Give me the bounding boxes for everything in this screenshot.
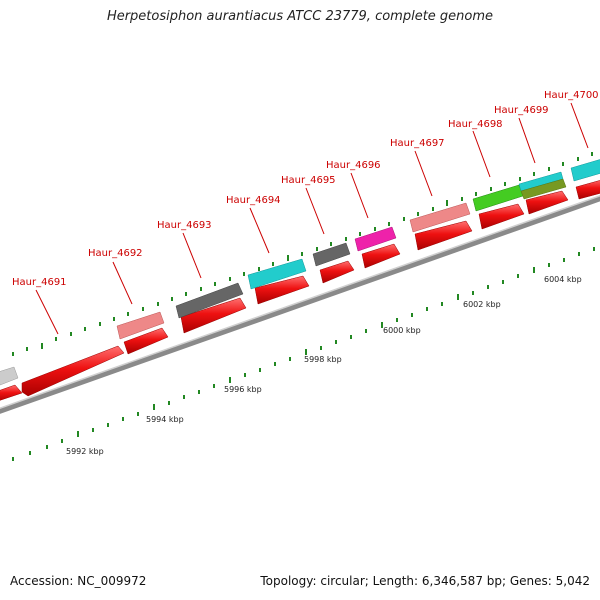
gene-arrow-forward[interactable] <box>478 203 525 230</box>
leader-lines <box>35 102 589 335</box>
gene-label: Haur_4691 <box>12 277 67 288</box>
gene-block-cyan[interactable] <box>247 258 307 290</box>
gene-label: Haur_4692 <box>88 248 143 259</box>
genome-summary: Topology: circular; Length: 6,346,587 bp… <box>260 574 590 588</box>
gene-label: Haur_4700 <box>544 90 599 101</box>
gene-arrow-forward[interactable] <box>361 243 401 269</box>
gene-block-cyan[interactable] <box>570 158 600 182</box>
gene-block-gray[interactable] <box>312 242 351 267</box>
gene-label: Haur_4693 <box>157 220 212 231</box>
kbp-label: 5998 kbp <box>304 355 342 364</box>
kbp-label: 5992 kbp <box>66 447 104 456</box>
tick-row-lower <box>12 247 595 461</box>
kbp-label: 5996 kbp <box>224 385 262 394</box>
kbp-label: 6000 kbp <box>383 326 421 335</box>
gene-label: Haur_4694 <box>226 195 281 206</box>
gene-block-pink[interactable] <box>116 311 165 340</box>
kbp-label: 6002 kbp <box>463 300 501 309</box>
gene-block-olive[interactable] <box>520 178 567 200</box>
backbone <box>0 194 600 414</box>
gene-label: Haur_4698 <box>448 119 503 130</box>
gene-label: Haur_4699 <box>494 105 549 116</box>
gene-label: Haur_4695 <box>281 175 336 186</box>
gene-arrow-forward[interactable] <box>525 190 569 215</box>
scale-labels: 5992 kbp 5994 kbp 5996 kbp 5998 kbp 6000… <box>66 275 582 456</box>
accession-label: Accession: NC_009972 <box>10 574 147 588</box>
gene-labels: Haur_4691 Haur_4692 Haur_4693 Haur_4694 … <box>12 90 599 288</box>
forward-track <box>0 179 600 402</box>
map-title: Herpetosiphon aurantiacus ATCC 23779, co… <box>106 9 494 24</box>
gene-arrow-forward[interactable] <box>21 345 125 397</box>
gene-arrow-forward[interactable] <box>0 384 23 402</box>
gene-block-lightgray[interactable] <box>0 366 19 387</box>
gene-block-gray[interactable] <box>175 282 244 319</box>
gene-arrow-forward[interactable] <box>180 297 247 334</box>
tick-row-upper <box>12 152 593 356</box>
gene-arrow-forward[interactable] <box>254 275 310 305</box>
gene-block-pink[interactable] <box>409 202 471 233</box>
kbp-label: 6004 kbp <box>544 275 582 284</box>
gene-arrow-forward[interactable] <box>123 327 169 355</box>
kbp-label: 5994 kbp <box>146 415 184 424</box>
gene-block-magenta[interactable] <box>354 226 397 252</box>
gene-blocks <box>0 158 600 387</box>
gene-label: Haur_4696 <box>326 160 381 171</box>
gene-arrow-forward[interactable] <box>575 179 600 200</box>
gene-label: Haur_4697 <box>390 138 445 149</box>
gene-arrow-forward[interactable] <box>414 220 473 251</box>
gene-arrow-forward[interactable] <box>319 260 355 284</box>
